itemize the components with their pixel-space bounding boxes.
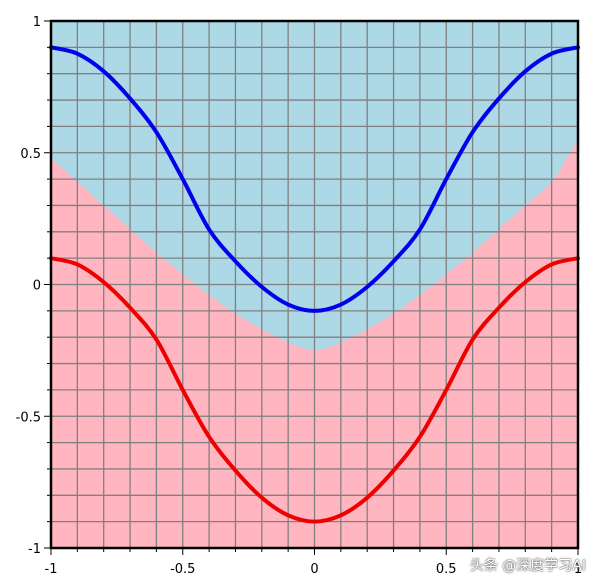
x-tick-label: -1 [45,562,58,577]
grid-layer [51,21,578,548]
y-tick-label: 0.5 [20,147,41,162]
x-tick-label: 1 [574,562,582,577]
plot-frame [49,19,580,550]
x-tick-label: 0 [310,562,318,577]
series-layer [49,45,580,524]
x-tick-label: 0.5 [436,562,457,577]
series-line-1 [49,45,580,313]
y-tick-label: -1 [28,542,41,557]
ticks-layer [44,20,579,555]
x-tick-label: -0.5 [170,562,195,577]
y-tick-label: -0.5 [16,410,41,425]
series-line-2 [49,256,580,524]
watermark: 头条 @深度学习AI [469,558,586,574]
y-tick-label: 1 [33,15,41,30]
y-tick-label: 0 [33,279,41,294]
tick-labels-layer: -1 -0.5 0 0.5 1 1 0.5 0 -0.5 -1 [16,15,583,577]
